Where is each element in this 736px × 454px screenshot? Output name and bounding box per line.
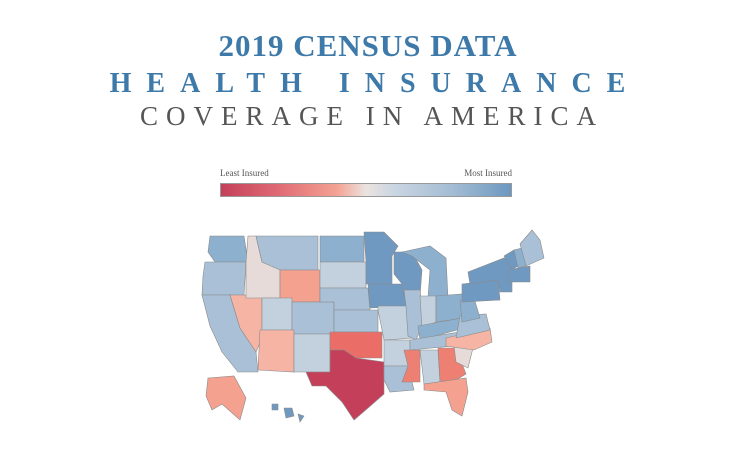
state-me bbox=[519, 229, 545, 267]
state-co bbox=[291, 301, 335, 335]
title-topic-line: HEALTH INSURANCE bbox=[109, 68, 641, 99]
state-ma bbox=[507, 265, 531, 283]
color-legend: Least Insured Most Insured bbox=[220, 168, 512, 197]
state-ia bbox=[367, 283, 407, 309]
state-pa bbox=[461, 279, 501, 303]
legend-low-label: Least Insured bbox=[220, 168, 269, 178]
state-or bbox=[201, 261, 247, 296]
state-tx bbox=[305, 349, 385, 421]
state-wy bbox=[279, 269, 321, 303]
state-sd bbox=[319, 261, 367, 289]
state-mn bbox=[363, 231, 399, 285]
state-ms bbox=[401, 349, 421, 383]
state-az bbox=[257, 329, 295, 373]
state-mo bbox=[377, 305, 415, 341]
title-subtitle-line: COVERAGE IN AMERICA bbox=[139, 101, 604, 131]
state-al bbox=[419, 349, 441, 385]
title-year-line: 2019 CENSUS DATA bbox=[218, 28, 518, 63]
state-hi bbox=[271, 403, 305, 423]
state-nm bbox=[293, 333, 331, 373]
state-wa bbox=[207, 235, 249, 263]
state-ak bbox=[205, 375, 247, 421]
state-fl bbox=[423, 377, 469, 417]
legend-high-label: Most Insured bbox=[464, 168, 512, 178]
state-nd bbox=[319, 235, 365, 263]
state-ks bbox=[333, 309, 379, 333]
state-ut bbox=[261, 297, 293, 331]
legend-gradient-bar bbox=[220, 183, 512, 197]
